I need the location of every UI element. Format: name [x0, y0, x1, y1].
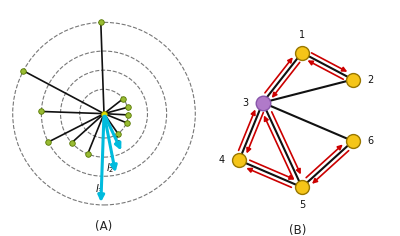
Point [350, 78, 356, 81]
Text: 1: 1 [299, 30, 305, 40]
Point [101, 112, 107, 116]
Point [20, 69, 26, 73]
Point [45, 140, 52, 144]
Point [123, 121, 130, 125]
Text: $l_2$: $l_2$ [106, 161, 114, 175]
Point [124, 105, 131, 109]
Point [236, 158, 242, 162]
Text: 6: 6 [368, 136, 374, 146]
Point [115, 132, 121, 135]
Point [84, 152, 91, 156]
Text: $l_3$: $l_3$ [96, 182, 104, 196]
Point [38, 110, 45, 113]
Point [120, 97, 126, 101]
Text: $l_1$: $l_1$ [114, 134, 122, 148]
Text: (A): (A) [95, 220, 113, 233]
Text: 5: 5 [299, 199, 305, 210]
Text: 2: 2 [367, 75, 374, 84]
Point [125, 113, 132, 117]
Point [260, 101, 266, 105]
Point [299, 185, 305, 189]
Point [350, 139, 356, 143]
Text: 4: 4 [218, 155, 225, 165]
Point [68, 141, 75, 145]
Text: 3: 3 [242, 98, 248, 108]
Point [299, 51, 305, 55]
Text: (B): (B) [289, 224, 307, 236]
Point [98, 21, 104, 24]
